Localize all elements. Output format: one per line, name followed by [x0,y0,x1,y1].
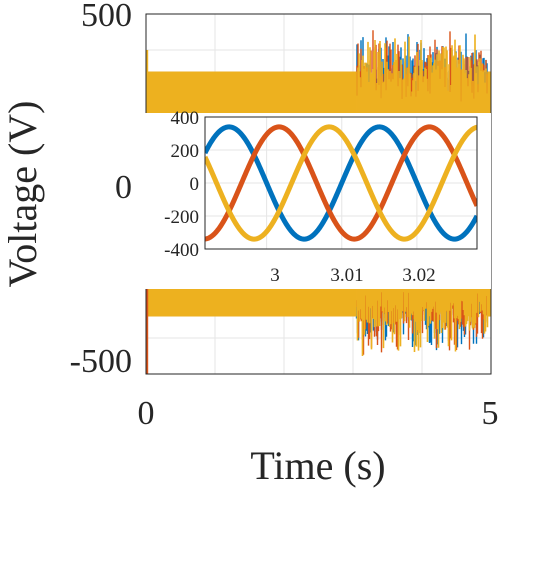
inset-ytick-0: 0 [190,174,200,195]
inset-ytick-minus-200: -200 [164,207,199,228]
main-xtick-0: 0 [138,395,155,432]
inset-ytick-400: 400 [171,108,200,129]
inset-ytick-200: 200 [171,141,200,162]
inset-series-line-2 [205,124,477,242]
inset-axes-box [204,116,478,250]
main-xtick-5: 5 [482,395,499,432]
main-ytick-500: 500 [81,0,132,34]
inset-ytick-minus-400: -400 [164,240,199,261]
inset-xtick-3: 3 [270,265,280,286]
main-ytick-0: 0 [115,169,132,206]
inset-series-group [205,124,477,242]
inset-xtick-3-01: 3.01 [330,265,363,286]
main-ylabel: Voltage (V) [0,101,45,288]
main-xlabel: Time (s) [250,443,385,488]
main-ytick-minus-500: -500 [70,343,132,380]
inset-chart: 400 200 0 -200 -400 3 3.01 3.02 [144,108,491,289]
inset-series-line-1 [205,124,477,242]
inset-xtick-3-02: 3.02 [402,265,435,286]
inset-series-line-0 [205,124,477,242]
